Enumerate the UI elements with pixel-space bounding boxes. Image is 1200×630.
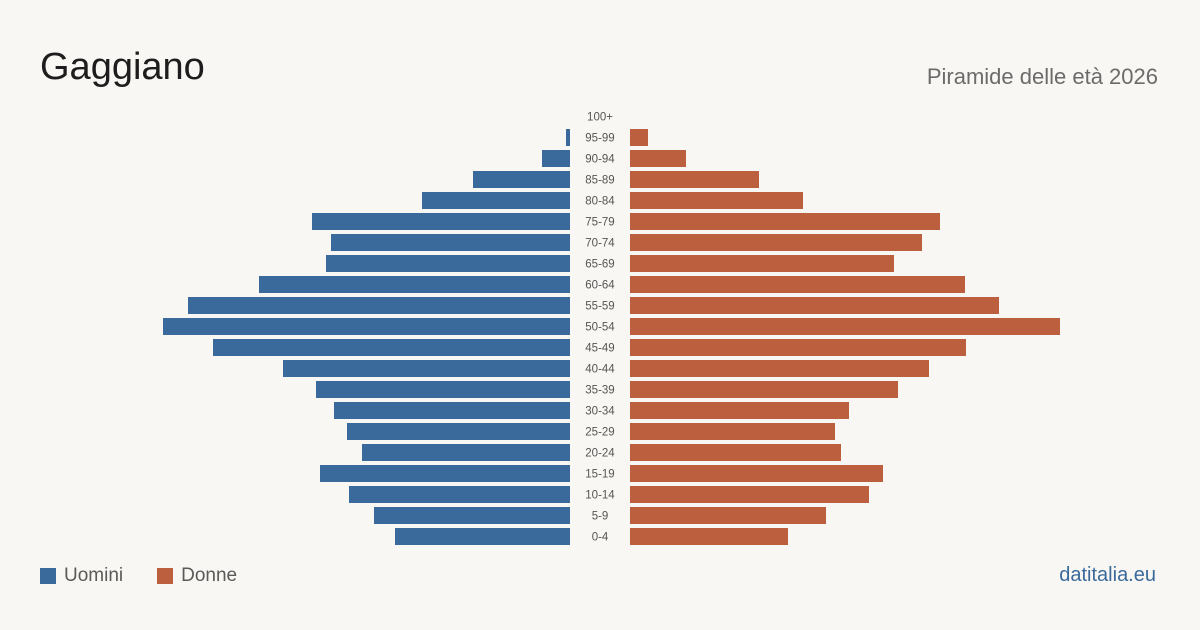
bar-men-0-4 [395, 528, 570, 545]
age-label: 65-69 [585, 259, 614, 271]
bar-women-60-64 [630, 276, 965, 293]
legend-swatch-men [40, 568, 56, 584]
age-label: 5-9 [592, 511, 609, 523]
age-label: 45-49 [585, 343, 614, 355]
bar-men-70-74 [331, 234, 570, 251]
age-label: 90-94 [585, 154, 615, 166]
legend: Uomini Donne [40, 565, 237, 587]
bar-men-25-29 [347, 423, 570, 440]
bar-women-35-39 [630, 381, 898, 398]
bar-men-85-89 [473, 171, 570, 188]
age-label: 60-64 [585, 280, 615, 292]
bar-men-20-24 [362, 444, 570, 461]
age-label: 55-59 [585, 301, 614, 313]
age-label: 35-39 [585, 385, 614, 397]
bar-men-65-69 [326, 255, 570, 272]
bar-women-45-49 [630, 339, 966, 356]
age-label: 85-89 [585, 175, 614, 187]
bar-women-20-24 [630, 444, 841, 461]
bar-men-10-14 [349, 486, 570, 503]
bar-women-85-89 [630, 171, 759, 188]
age-label: 100+ [587, 112, 613, 124]
bar-women-50-54 [630, 318, 1060, 335]
bar-men-55-59 [188, 297, 570, 314]
legend-swatch-women [157, 568, 174, 584]
bar-men-35-39 [316, 381, 570, 398]
age-label: 70-74 [585, 238, 615, 250]
bar-women-10-14 [630, 486, 869, 503]
bar-women-65-69 [630, 255, 894, 272]
bar-men-30-34 [334, 402, 570, 419]
bar-women-15-19 [630, 465, 883, 482]
page-title: Gaggiano [40, 46, 205, 88]
age-label: 15-19 [585, 469, 614, 481]
bar-women-70-74 [630, 234, 922, 251]
bar-men-40-44 [283, 360, 570, 377]
age-label: 20-24 [585, 448, 615, 460]
bar-women-40-44 [630, 360, 929, 377]
age-label: 25-29 [585, 427, 614, 439]
age-label: 30-34 [585, 406, 615, 418]
bar-women-25-29 [630, 423, 835, 440]
bar-men-75-79 [312, 213, 570, 230]
bar-men-90-94 [542, 150, 570, 167]
bar-women-55-59 [630, 297, 999, 314]
legend-label-women: Donne [181, 565, 238, 586]
legend-label-men: Uomini [64, 565, 124, 586]
age-label: 80-84 [585, 196, 615, 208]
bar-women-75-79 [630, 213, 940, 230]
age-label: 50-54 [585, 322, 615, 334]
bar-women-30-34 [630, 402, 849, 419]
age-label: 10-14 [585, 490, 615, 502]
bar-men-45-49 [213, 339, 570, 356]
age-label: 40-44 [585, 364, 615, 376]
bar-men-5-9 [374, 507, 570, 524]
source-link[interactable]: datitalia.eu [1059, 564, 1156, 586]
bar-men-15-19 [320, 465, 570, 482]
bar-men-95-99 [566, 129, 570, 146]
age-label: 95-99 [585, 133, 614, 145]
bar-men-50-54 [163, 318, 570, 335]
bar-men-60-64 [259, 276, 570, 293]
bar-women-5-9 [630, 507, 826, 524]
age-label: 0-4 [592, 532, 609, 544]
age-label: 75-79 [585, 217, 614, 229]
bar-women-90-94 [630, 150, 686, 167]
bar-women-80-84 [630, 192, 803, 209]
bar-women-95-99 [630, 129, 648, 146]
chart-subtitle: Piramide delle età 2026 [926, 64, 1158, 89]
bar-women-0-4 [630, 528, 788, 545]
bar-men-80-84 [422, 192, 570, 209]
